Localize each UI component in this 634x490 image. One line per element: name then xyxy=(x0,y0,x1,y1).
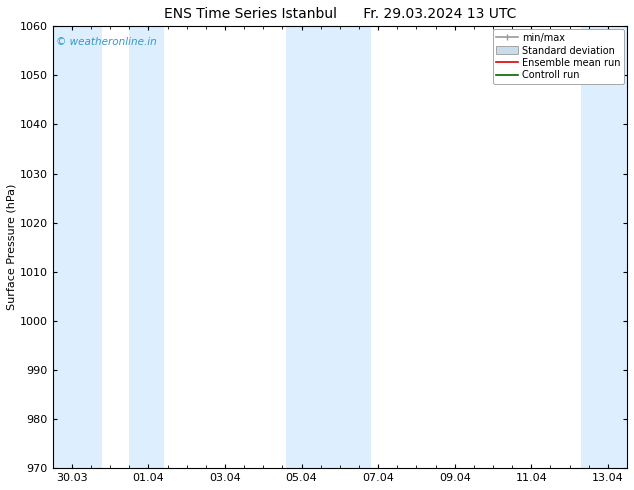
Bar xyxy=(581,26,627,468)
Legend: min/max, Standard deviation, Ensemble mean run, Controll run: min/max, Standard deviation, Ensemble me… xyxy=(493,29,624,84)
Bar xyxy=(129,26,164,468)
Y-axis label: Surface Pressure (hPa): Surface Pressure (hPa) xyxy=(7,184,17,311)
Bar xyxy=(53,26,103,468)
Title: ENS Time Series Istanbul      Fr. 29.03.2024 13 UTC: ENS Time Series Istanbul Fr. 29.03.2024 … xyxy=(164,7,516,21)
Text: © weatheronline.in: © weatheronline.in xyxy=(56,37,157,48)
Bar xyxy=(287,26,370,468)
